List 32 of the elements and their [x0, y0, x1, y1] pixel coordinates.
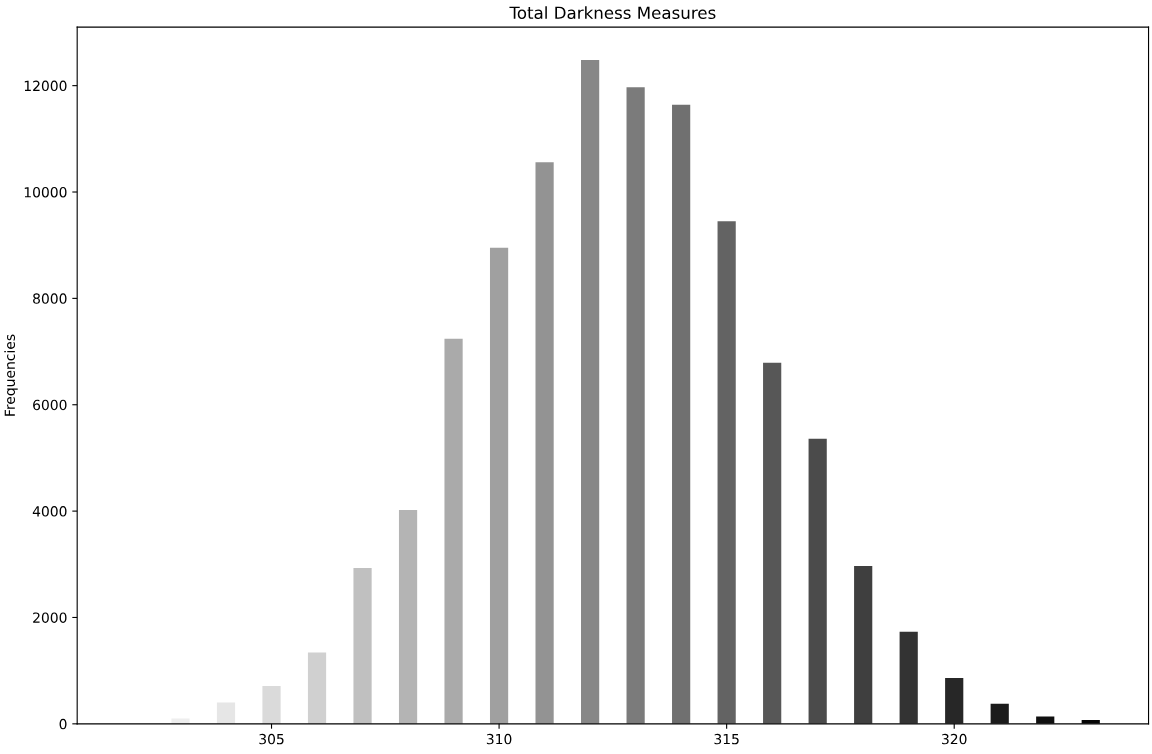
bar	[307, 652, 327, 724]
bar	[672, 104, 691, 724]
bar	[808, 438, 827, 724]
bar	[353, 568, 372, 724]
bar	[763, 362, 782, 724]
bar	[945, 678, 964, 724]
bar	[990, 703, 1009, 724]
bar	[1036, 716, 1055, 724]
bar	[899, 631, 918, 724]
x-tick-label: 315	[714, 733, 739, 745]
bar	[535, 162, 554, 724]
bar	[444, 338, 463, 724]
bar	[489, 247, 509, 724]
bar	[262, 686, 281, 724]
y-tick-label: 0	[59, 718, 67, 730]
y-tick-label: 10000	[24, 186, 67, 198]
y-tick-label: 12000	[24, 80, 67, 92]
bar	[581, 60, 600, 724]
x-tick-label: 320	[942, 733, 967, 745]
y-tick-label: 8000	[33, 293, 67, 304]
x-tick-label: 310	[486, 733, 512, 745]
bar	[216, 702, 236, 724]
y-axis-title: Frequencies	[4, 334, 18, 416]
bar	[854, 565, 873, 724]
chart-title: Total Darkness Measures	[509, 6, 716, 20]
bar	[717, 221, 736, 724]
x-tick-label: 305	[259, 733, 284, 745]
y-tick-label: 4000	[32, 506, 67, 517]
bar	[626, 87, 645, 724]
y-tick-label: 6000	[33, 399, 67, 411]
y-tick-label: 2000	[33, 612, 67, 623]
bar	[398, 510, 418, 724]
